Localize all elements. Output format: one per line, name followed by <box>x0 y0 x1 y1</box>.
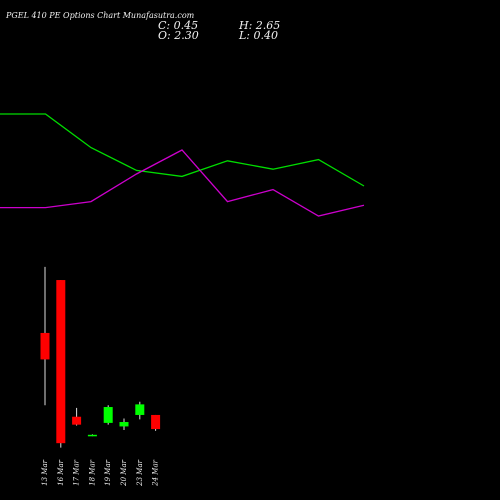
chart-title: PGEL 410 PE Options Chart Munafasutra.co… <box>6 11 195 20</box>
line-series-2 <box>0 149 365 217</box>
line-series-1 <box>0 113 365 187</box>
line-panel <box>0 113 365 217</box>
candle-body <box>72 416 82 425</box>
x-tick-label: 16 Mar <box>57 459 65 485</box>
x-tick-label: 17 Mar <box>73 459 81 485</box>
open-value: O: 2.30 <box>158 29 199 42</box>
candle <box>103 405 113 425</box>
high-value: H: 2.65 <box>239 19 281 32</box>
x-tick-label: 18 Mar <box>88 459 96 485</box>
x-tick-label: 19 Mar <box>104 459 112 485</box>
candle-body <box>135 404 145 415</box>
x-axis-labels: 13 Mar 16 Mar 17 Mar 18 Mar 19 Mar 20 Mar 23 M… <box>41 459 160 486</box>
candle <box>119 418 129 430</box>
x-tick-label: 24 Mar <box>152 459 160 486</box>
candle-body <box>151 414 161 430</box>
candle <box>56 280 66 448</box>
candle-body <box>87 434 97 437</box>
candle-body <box>56 280 66 444</box>
candle <box>72 407 82 426</box>
close-value: C: 0.45 <box>158 19 199 32</box>
candle <box>135 401 145 420</box>
candle-body <box>40 332 50 360</box>
x-tick-label: 23 Mar <box>136 459 144 486</box>
candle <box>87 434 97 437</box>
candle-body <box>103 407 113 423</box>
low-value: L: 0.40 <box>239 29 278 42</box>
candlestick-panel <box>40 266 161 448</box>
candle <box>40 266 50 406</box>
x-tick-label: 20 Mar <box>120 459 128 486</box>
x-tick-label: 13 Mar <box>41 459 49 485</box>
candle <box>151 414 161 431</box>
candle-body <box>119 422 129 427</box>
